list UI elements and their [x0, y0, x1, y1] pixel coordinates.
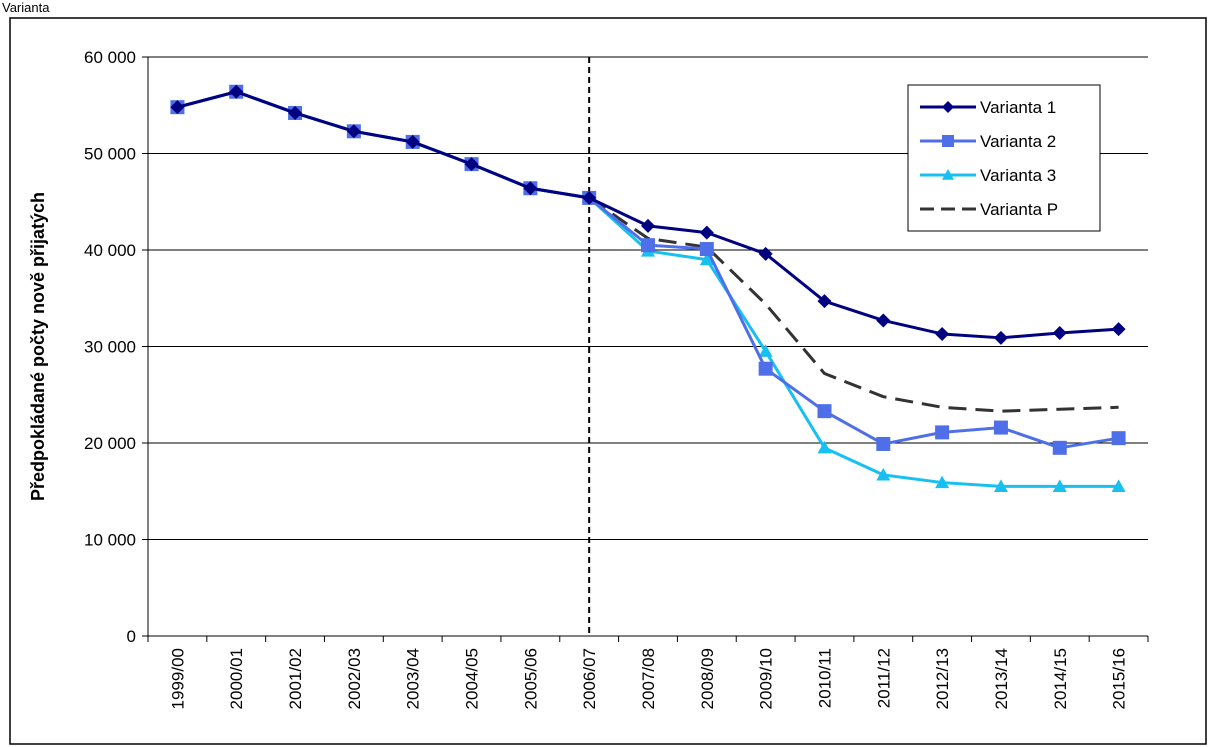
diamond-marker — [942, 101, 954, 113]
diamond-marker — [1111, 322, 1126, 337]
legend-item: Varianta 1 — [920, 98, 1056, 117]
legend-label: Varianta 3 — [980, 166, 1056, 185]
legend-label: Varianta P — [980, 200, 1058, 219]
x-tick-label: 2007/08 — [639, 648, 658, 709]
axes: 0 10 000 20 000 30 000 40 000 50 000 60 000 199… — [84, 48, 1149, 709]
diamond-marker — [935, 326, 950, 341]
triangle-marker — [993, 479, 1008, 493]
x-tick-label: 2012/13 — [933, 648, 952, 709]
diamond-marker — [641, 218, 655, 233]
x-tick-label: 2000/01 — [227, 648, 246, 709]
square-marker — [1111, 431, 1126, 446]
square-marker — [1052, 440, 1067, 455]
square-marker — [699, 242, 714, 257]
diamond-marker — [405, 134, 420, 149]
triangle-marker — [699, 252, 714, 266]
x-tick-label: 2011/12 — [874, 648, 893, 708]
y-tick-label: 40 000 — [84, 241, 136, 260]
x-tick-label: 2006/07 — [580, 648, 599, 709]
square-marker — [758, 361, 773, 376]
x-tick-label: 2010/11 — [815, 648, 834, 708]
legend-item: Varianta P — [920, 200, 1058, 219]
x-tick-label: 2009/10 — [757, 648, 776, 709]
series-varianta-1 — [170, 84, 1126, 345]
diamond-marker — [1052, 325, 1067, 340]
x-tick-label: 2008/09 — [698, 648, 717, 709]
y-tick-label: 0 — [127, 627, 136, 646]
x-tick-label: 2005/06 — [521, 648, 540, 709]
square-marker — [942, 135, 954, 147]
y-tick-label: 20 000 — [84, 434, 136, 453]
triangle-marker — [1052, 479, 1067, 493]
triangle-marker — [817, 440, 832, 454]
diamond-marker — [346, 124, 361, 139]
legend: Varianta 1 Varianta 2 Varianta 3 Varianta P — [907, 84, 1101, 232]
diamond-marker — [288, 105, 303, 120]
x-tick-label: 1999/00 — [168, 648, 187, 709]
x-tick-label: 2014/15 — [1051, 648, 1070, 709]
diamond-marker — [993, 330, 1008, 345]
x-tick-label: 2001/02 — [286, 648, 305, 709]
diamond-marker — [170, 100, 185, 115]
diamond-marker — [582, 190, 597, 205]
triangle-marker — [758, 344, 773, 357]
legend-item: Varianta 2 — [920, 132, 1056, 151]
square-marker — [817, 404, 832, 419]
y-tick-label: 60 000 — [84, 48, 136, 67]
y-tick-label: 50 000 — [84, 145, 136, 164]
square-marker — [935, 425, 950, 440]
diamond-marker — [699, 225, 714, 240]
x-tick-label: 2004/05 — [463, 648, 482, 709]
diamond-marker — [464, 157, 479, 172]
legend-label: Varianta 2 — [980, 132, 1056, 151]
triangle-marker — [935, 475, 950, 489]
diamond-marker — [229, 84, 244, 99]
square-marker — [876, 436, 891, 451]
diamond-marker — [876, 313, 891, 328]
diamond-marker — [817, 294, 832, 309]
triangle-marker — [876, 467, 891, 481]
legend-label: Varianta 1 — [980, 98, 1056, 117]
x-tick-label: 2013/14 — [992, 648, 1011, 709]
square-marker — [641, 238, 655, 253]
triangle-marker — [942, 169, 954, 180]
y-tick-label: 10 000 — [84, 531, 136, 550]
y-axis-label: Předpokládané počty nově přijatých — [28, 192, 48, 501]
grid-lines — [148, 56, 1148, 540]
x-tick-label: 2002/03 — [345, 648, 364, 709]
square-marker — [993, 420, 1008, 435]
series-group — [170, 84, 1126, 493]
x-tick-label: 2003/04 — [404, 648, 423, 709]
diamond-marker — [523, 181, 538, 196]
triangle-marker — [1111, 479, 1126, 493]
x-tick-label: 2015/16 — [1110, 648, 1129, 709]
corner-label: Varianta — [2, 0, 50, 15]
legend-box — [907, 84, 1101, 232]
legend-item: Varianta 3 — [920, 166, 1056, 185]
diamond-marker — [758, 246, 773, 261]
y-tick-label: 30 000 — [84, 338, 136, 357]
